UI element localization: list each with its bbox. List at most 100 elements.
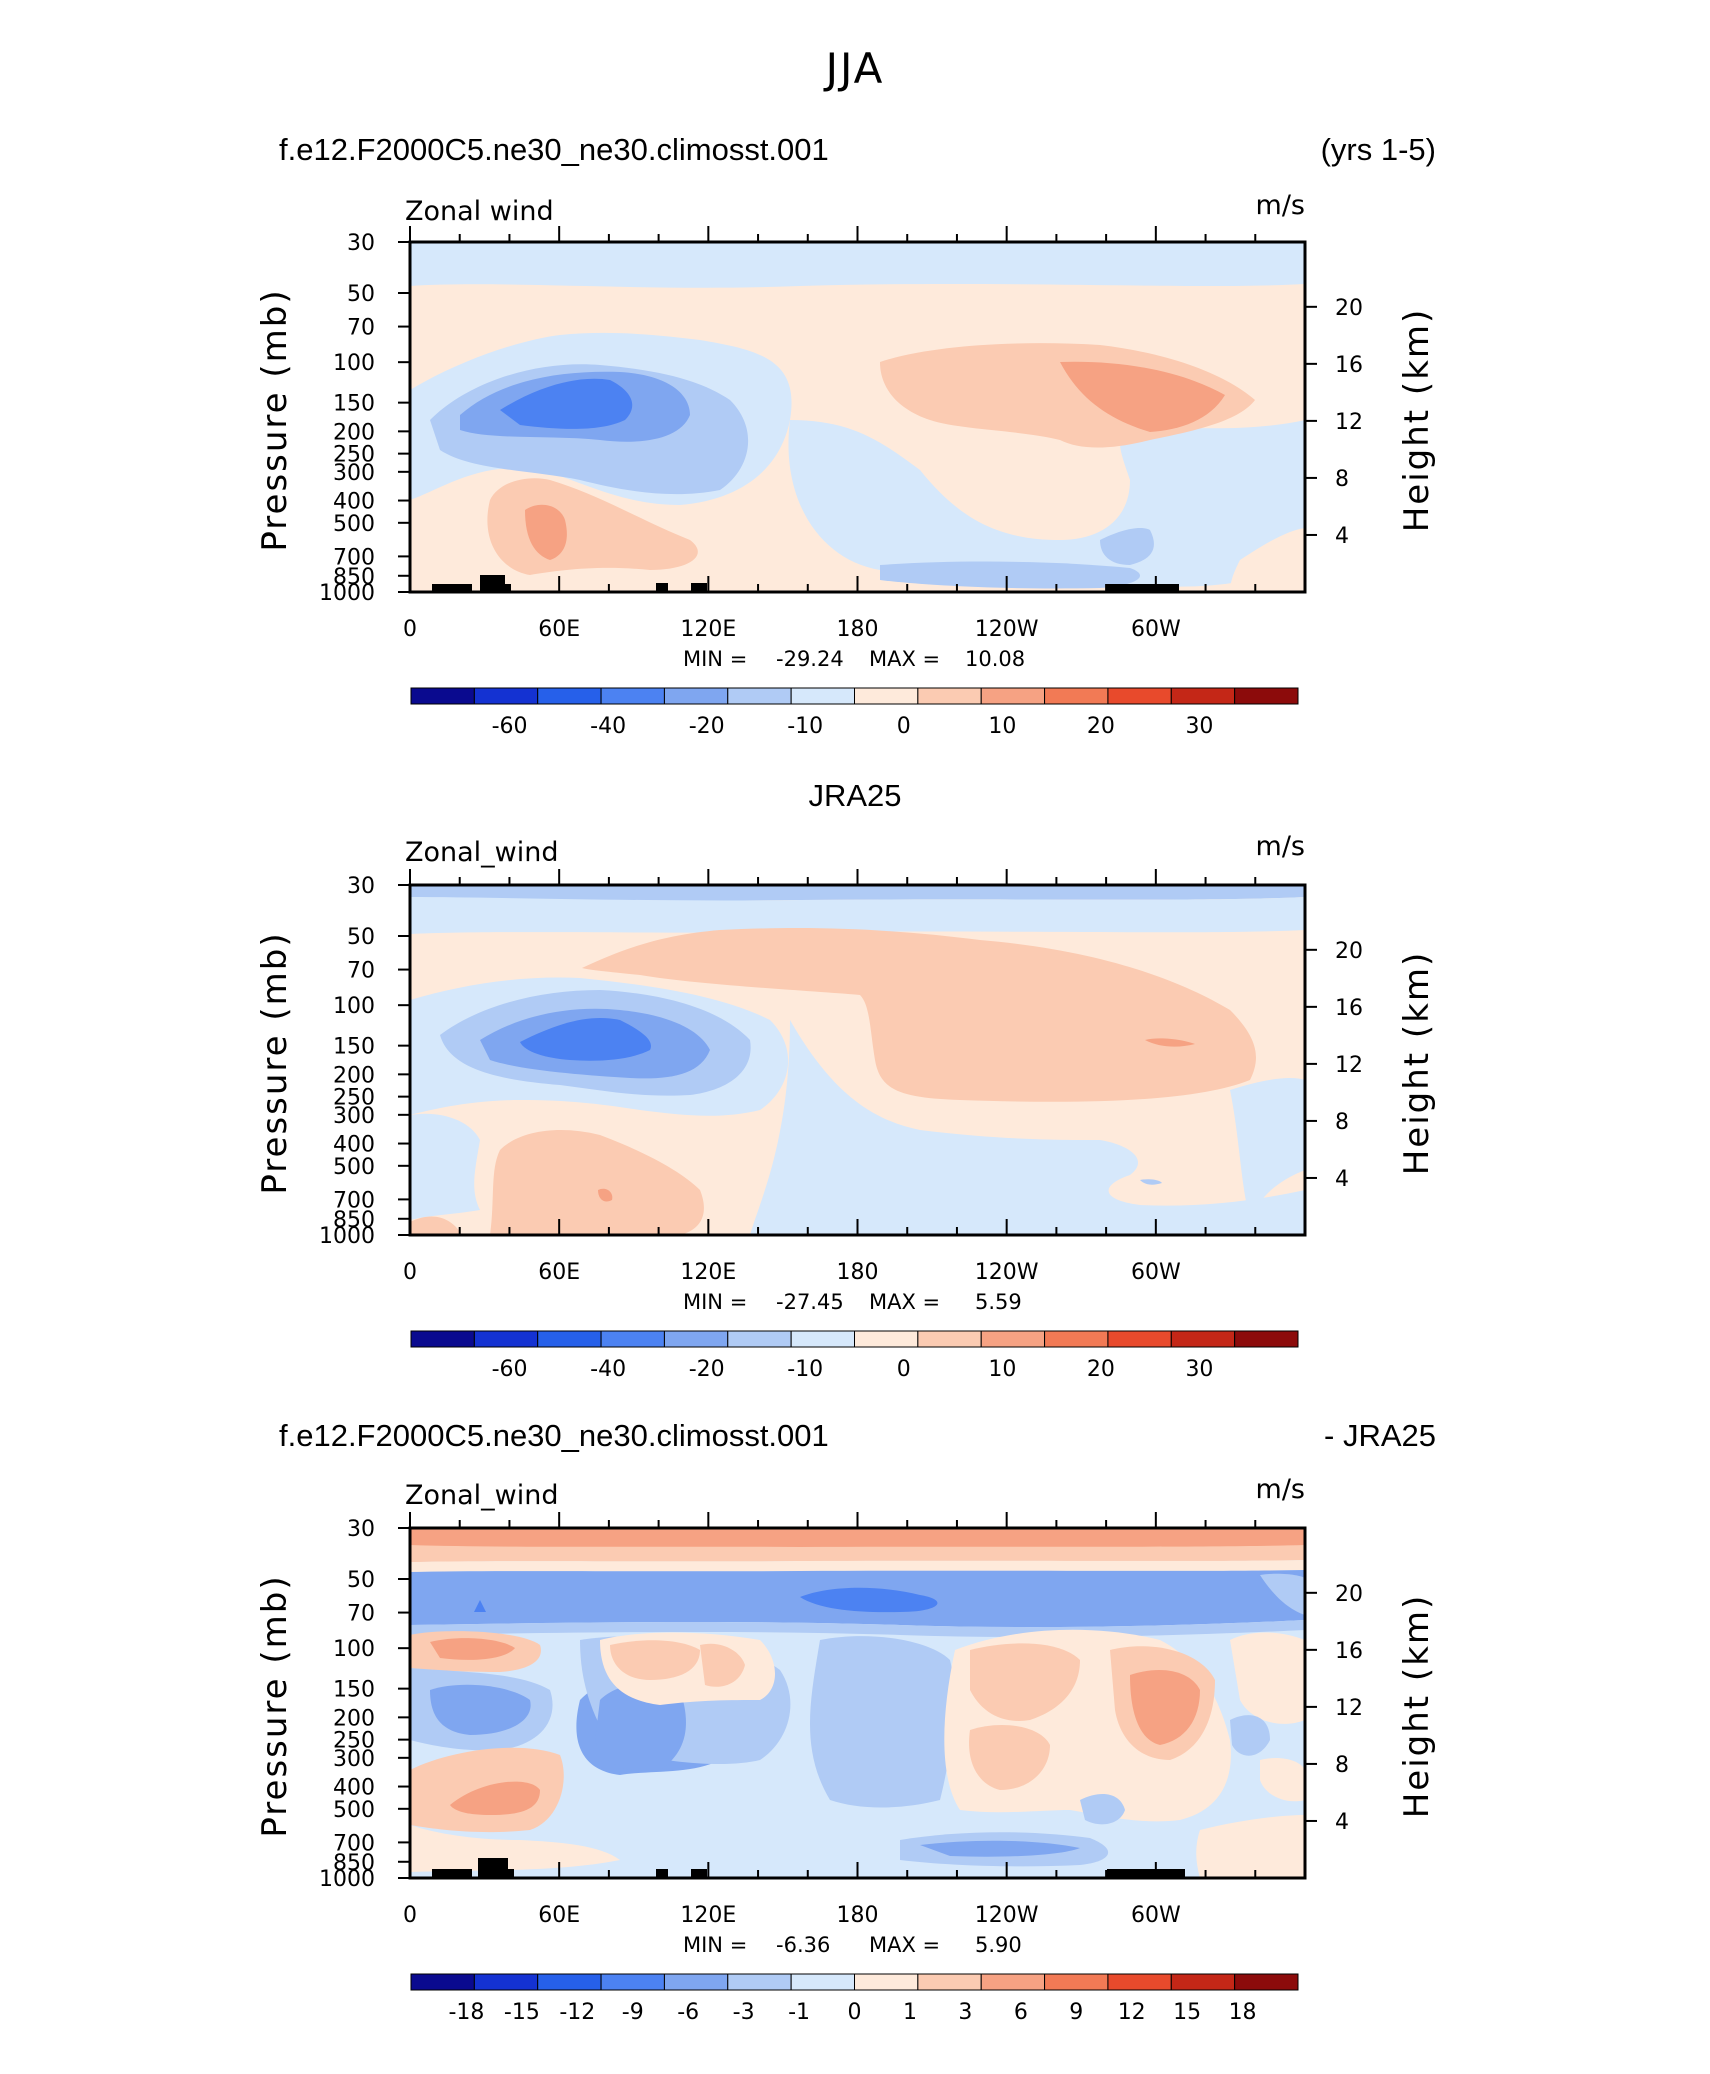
colorbar-label: 1 xyxy=(903,2000,917,2025)
y-tick-label: 100 xyxy=(333,1637,375,1662)
panel1-ylabel-right: Height (km) xyxy=(1397,308,1437,533)
height-tick-label: 4 xyxy=(1335,1167,1349,1192)
colorbar-label: 0 xyxy=(897,714,911,739)
height-tick-label: 8 xyxy=(1335,1753,1349,1778)
panel3-units-label: m/s xyxy=(1256,1474,1305,1505)
colorbar-label: -18 xyxy=(448,2000,484,2025)
x-tick-label: 120E xyxy=(680,617,736,642)
colorbar-box xyxy=(790,1330,856,1348)
colorbar-label: 12 xyxy=(1118,2000,1146,2025)
panel3-contour-fill xyxy=(410,1528,1305,1878)
colorbar-box xyxy=(1107,687,1172,705)
x-tick-label: 0 xyxy=(403,617,417,642)
colorbar-box xyxy=(980,1973,1046,1991)
x-tick-label: 180 xyxy=(837,1903,879,1928)
colorbar-label: -3 xyxy=(733,2000,755,2025)
x-tick-label: 120W xyxy=(975,1903,1039,1928)
colorbar-box xyxy=(917,1330,982,1348)
height-tick-label: 12 xyxy=(1335,1696,1363,1721)
panel2-colorbar: -60 -40 -20 -10 0 10 20 30 xyxy=(410,1330,1299,1382)
height-tick-label: 16 xyxy=(1335,996,1363,1021)
y-tick-label: 500 xyxy=(333,1798,375,1823)
height-tick-label: 20 xyxy=(1335,296,1363,321)
x-tick-label: 120E xyxy=(680,1903,736,1928)
panel1-min-value: -29.24 xyxy=(776,647,844,671)
y-tick-label: 70 xyxy=(347,316,375,341)
colorbar-label: -15 xyxy=(504,2000,540,2025)
x-tick-label: 120W xyxy=(975,1260,1039,1285)
y-tick-label: 250 xyxy=(333,1086,375,1111)
colorbar-label: 0 xyxy=(897,1357,911,1382)
colorbar-box xyxy=(980,687,1046,705)
colorbar-label: 18 xyxy=(1229,2000,1257,2025)
colorbar-label: -10 xyxy=(787,1357,823,1382)
height-tick-label: 20 xyxy=(1335,939,1363,964)
y-tick-label: 50 xyxy=(347,925,375,950)
y-tick-label: 300 xyxy=(333,461,375,486)
panel3-min-value: -6.36 xyxy=(776,1933,830,1957)
panel3-min-label: MIN = xyxy=(683,1933,747,1957)
y-tick-label: 100 xyxy=(333,351,375,376)
panel-3-difference-zonal-wind: 0 60E 120E 180 120W 60W3050701001502002503004… xyxy=(255,1474,1437,2025)
colorbar-box xyxy=(790,687,856,705)
y-tick-label: 700 xyxy=(333,1188,375,1213)
colorbar-box xyxy=(980,1330,1046,1348)
y-tick-label: 250 xyxy=(333,443,375,468)
y-tick-label: 150 xyxy=(333,392,375,417)
panel2-center-title: JRA25 xyxy=(808,778,902,813)
colorbar-box xyxy=(917,687,982,705)
y-tick-label: 30 xyxy=(347,874,375,899)
y-tick-label: 200 xyxy=(333,1706,375,1731)
panel1-ylabel: Pressure (mb) xyxy=(255,288,295,551)
x-tick-label: 0 xyxy=(403,1903,417,1928)
colorbar-box xyxy=(854,1973,919,1991)
height-tick-label: 4 xyxy=(1335,1810,1349,1835)
y-tick-label: 200 xyxy=(333,1063,375,1088)
colorbar-label: -9 xyxy=(622,2000,644,2025)
y-tick-label: 100 xyxy=(333,994,375,1019)
colorbar-label: 30 xyxy=(1185,1357,1213,1382)
y-tick-label: 70 xyxy=(347,959,375,984)
panel1-min-label: MIN = xyxy=(683,647,747,671)
colorbar-box xyxy=(537,1973,602,1991)
height-tick-label: 12 xyxy=(1335,1053,1363,1078)
colorbar-label: -20 xyxy=(689,714,725,739)
panel2-ylabel: Pressure (mb) xyxy=(255,931,295,1194)
colorbar-label: 20 xyxy=(1087,714,1115,739)
colorbar-label: -20 xyxy=(689,1357,725,1382)
panel3-right-title: - JRA25 xyxy=(1324,1418,1436,1453)
y-tick-label: 150 xyxy=(333,1035,375,1060)
y-tick-label: 30 xyxy=(347,1517,375,1542)
colorbar-label: 9 xyxy=(1069,2000,1083,2025)
colorbar-box xyxy=(1107,1330,1172,1348)
panel1-right-title: (yrs 1-5) xyxy=(1320,132,1436,167)
colorbar-box xyxy=(1170,1330,1236,1348)
x-tick-label: 60W xyxy=(1131,1260,1181,1285)
colorbar-box xyxy=(1170,1973,1236,1991)
colorbar-label: -40 xyxy=(590,714,626,739)
y-tick-label: 30 xyxy=(347,231,375,256)
y-tick-label: 400 xyxy=(333,1133,375,1158)
colorbar-box xyxy=(410,1973,475,1991)
x-tick-label: 60W xyxy=(1131,1903,1181,1928)
y-tick-label: 200 xyxy=(333,420,375,445)
y-tick-label: 500 xyxy=(333,512,375,537)
colorbar-box xyxy=(473,1330,539,1348)
colorbar-label: 20 xyxy=(1087,1357,1115,1382)
panel1-contour-fill xyxy=(410,242,1305,592)
y-tick-label: 700 xyxy=(333,1831,375,1856)
colorbar-label: -10 xyxy=(787,714,823,739)
y-tick-label: 400 xyxy=(333,1776,375,1801)
panel2-max-value: 5.59 xyxy=(975,1290,1022,1314)
colorbar-label: 15 xyxy=(1173,2000,1201,2025)
colorbar-label: -1 xyxy=(788,2000,810,2025)
colorbar-label: -12 xyxy=(559,2000,595,2025)
y-tick-label: 50 xyxy=(347,282,375,307)
panel2-max-label: MAX = xyxy=(869,1290,940,1314)
panel2-units-label: m/s xyxy=(1256,831,1305,862)
colorbar-label: -6 xyxy=(677,2000,699,2025)
panel3-left-title: f.e12.F2000C5.ne30_ne30.climosst.001 xyxy=(279,1418,829,1453)
x-tick-label: 180 xyxy=(837,617,879,642)
height-tick-label: 16 xyxy=(1335,1639,1363,1664)
